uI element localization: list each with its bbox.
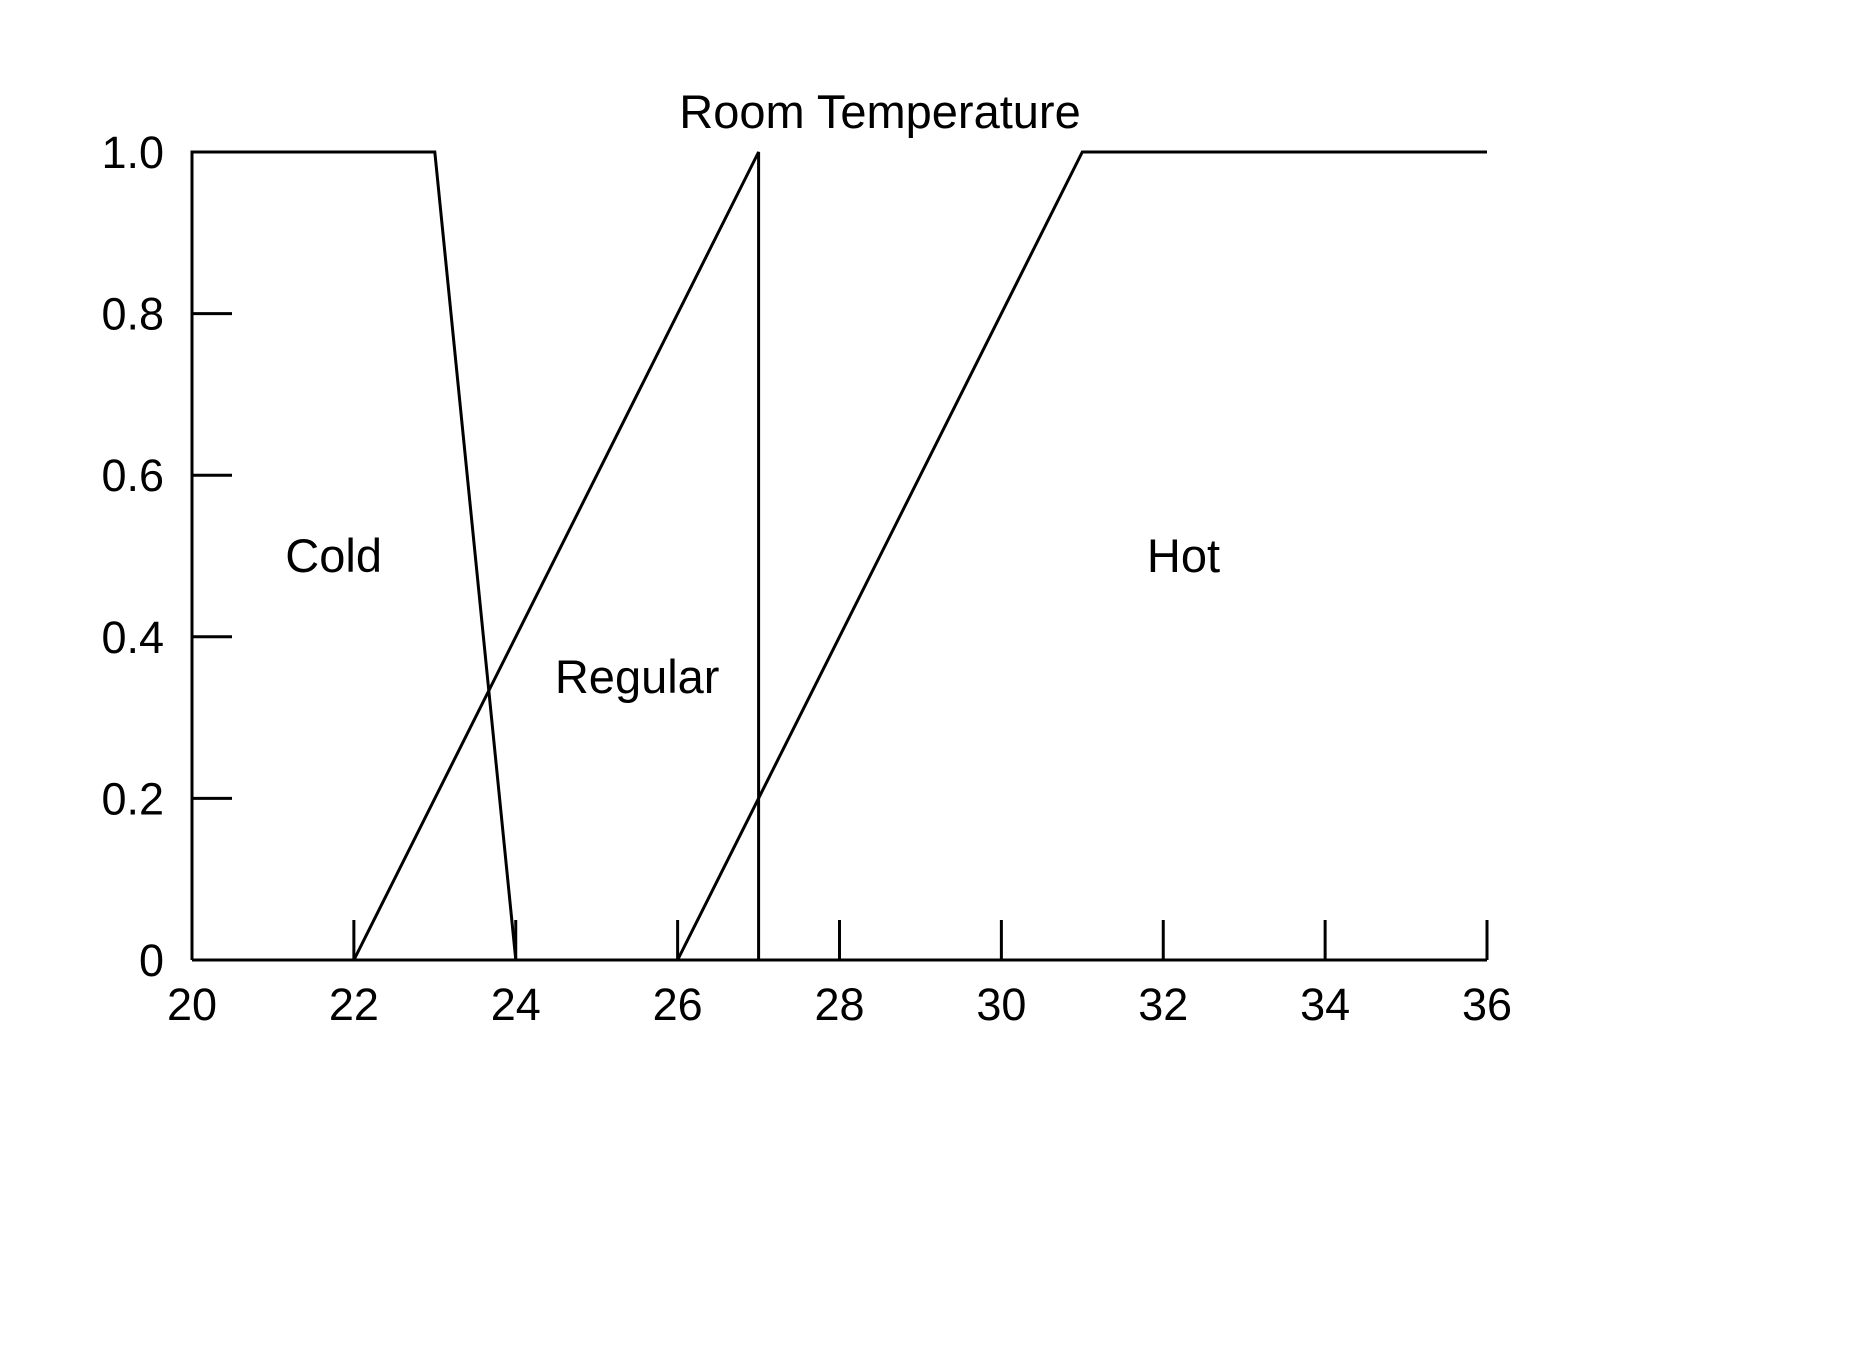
region-label-regular: Regular [555,650,720,703]
x-tick-label: 20 [167,979,217,1030]
y-tick-label: 0.8 [101,289,164,340]
axes: 20 22 24 26 28 30 32 34 36 0 0.2 0.4 0.6 0.8 1.0 [101,127,1512,1030]
x-tick-label: 30 [976,979,1026,1030]
chart-title: Room Temperature [679,85,1080,138]
annotation-layer: Cold Regular Hot [285,529,1220,703]
region-label-hot: Hot [1147,529,1220,582]
x-tick-label: 28 [814,979,864,1030]
series-layer [190,150,1487,961]
y-tick-label: 1.0 [101,127,164,178]
series-line-regular [352,151,761,961]
region-label-cold: Cold [285,529,382,582]
y-tick-label: 0.4 [101,612,164,663]
x-tick-label: 24 [491,979,541,1030]
series-line-hot [676,150,1487,961]
y-tick-label: 0.2 [101,773,164,824]
series-line-cold [190,150,518,961]
x-tick-label: 36 [1462,979,1512,1030]
y-tick-label: 0 [139,935,164,986]
x-tick-label: 32 [1138,979,1188,1030]
x-tick-label: 34 [1300,979,1350,1030]
x-tick-label: 22 [329,979,379,1030]
y-tick-label: 0.6 [101,450,164,501]
x-tick-label: 26 [653,979,703,1030]
